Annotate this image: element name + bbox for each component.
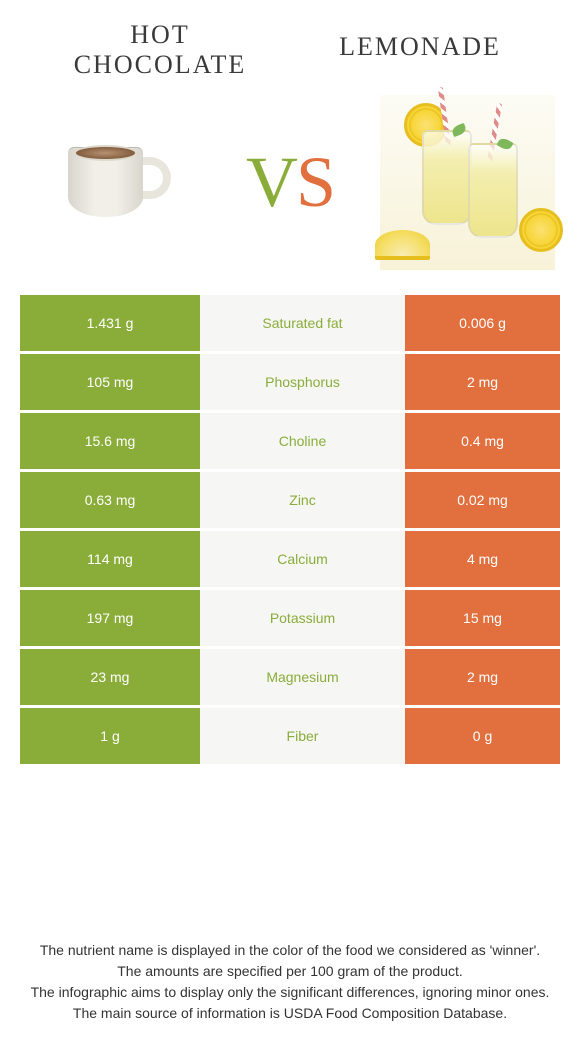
right-value: 15 mg — [405, 590, 560, 646]
lemonade-image — [380, 95, 555, 270]
left-value: 15.6 mg — [20, 413, 200, 469]
footer-notes: The nutrient name is displayed in the co… — [0, 940, 580, 1024]
header: Hot chocolate Lemonade — [0, 0, 580, 90]
table-row: 105 mgPhosphorus2 mg — [20, 354, 560, 410]
right-value: 2 mg — [405, 354, 560, 410]
right-value: 0.4 mg — [405, 413, 560, 469]
footer-line: The infographic aims to display only the… — [30, 982, 550, 1003]
nutrient-name: Saturated fat — [200, 295, 405, 351]
table-row: 23 mgMagnesium2 mg — [20, 649, 560, 705]
nutrient-name: Potassium — [200, 590, 405, 646]
vs-label: VS — [236, 141, 344, 224]
right-value: 0.02 mg — [405, 472, 560, 528]
footer-line: The amounts are specified per 100 gram o… — [30, 961, 550, 982]
right-value: 4 mg — [405, 531, 560, 587]
hot-chocolate-image — [25, 95, 200, 270]
vs-s: S — [296, 142, 334, 222]
table-row: 0.63 mgZinc0.02 mg — [20, 472, 560, 528]
nutrient-name: Fiber — [200, 708, 405, 764]
left-value: 1 g — [20, 708, 200, 764]
nutrient-name: Magnesium — [200, 649, 405, 705]
left-value: 197 mg — [20, 590, 200, 646]
table-row: 114 mgCalcium4 mg — [20, 531, 560, 587]
title-left: Hot chocolate — [60, 20, 260, 80]
nutrient-name: Calcium — [200, 531, 405, 587]
nutrient-name: Choline — [200, 413, 405, 469]
table-row: 197 mgPotassium15 mg — [20, 590, 560, 646]
left-value: 114 mg — [20, 531, 200, 587]
comparison-table: 1.431 gSaturated fat0.006 g105 mgPhospho… — [20, 295, 560, 764]
nutrient-name: Zinc — [200, 472, 405, 528]
table-row: 1 gFiber0 g — [20, 708, 560, 764]
right-value: 0.006 g — [405, 295, 560, 351]
left-value: 1.431 g — [20, 295, 200, 351]
left-value: 23 mg — [20, 649, 200, 705]
nutrient-name: Phosphorus — [200, 354, 405, 410]
table-row: 15.6 mgCholine0.4 mg — [20, 413, 560, 469]
vs-v: V — [246, 142, 296, 222]
footer-line: The nutrient name is displayed in the co… — [30, 940, 550, 961]
footer-line: The main source of information is USDA F… — [30, 1003, 550, 1024]
right-value: 2 mg — [405, 649, 560, 705]
table-row: 1.431 gSaturated fat0.006 g — [20, 295, 560, 351]
images-row: VS — [0, 95, 580, 270]
left-value: 0.63 mg — [20, 472, 200, 528]
right-value: 0 g — [405, 708, 560, 764]
title-right: Lemonade — [320, 20, 520, 80]
left-value: 105 mg — [20, 354, 200, 410]
